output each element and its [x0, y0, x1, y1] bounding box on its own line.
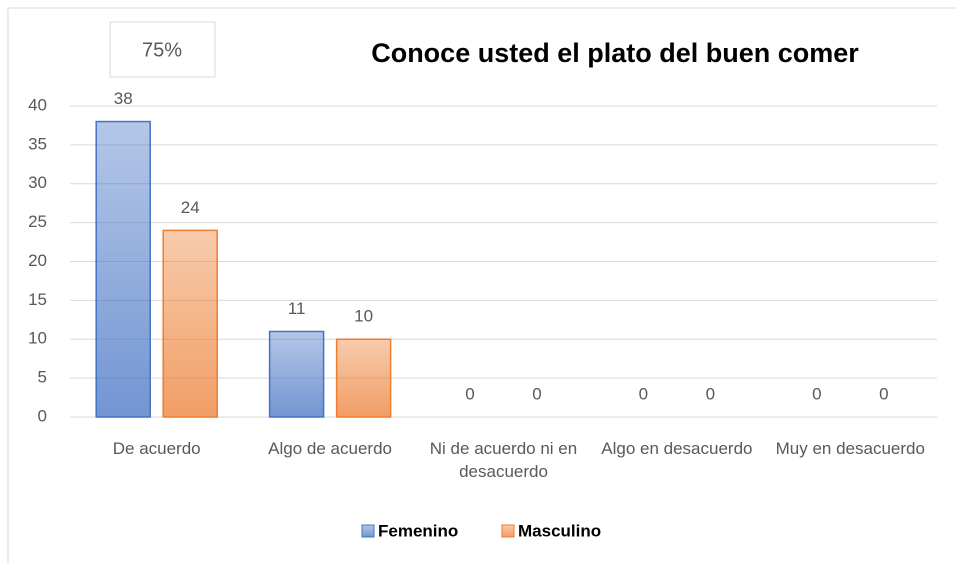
bar: [268, 330, 325, 418]
data-label: 24: [181, 198, 200, 217]
y-tick-label: 15: [28, 290, 47, 309]
annotation-box: [109, 21, 216, 78]
x-tick-label: Algo en desacuerdo: [601, 439, 753, 458]
legend-label: Femenino: [378, 521, 458, 540]
y-tick-label: 10: [28, 329, 47, 348]
y-tick-label: 20: [28, 251, 47, 270]
data-label: 10: [354, 307, 373, 326]
x-tick-label: Ni de acuerdo ni en desacuerdo: [429, 439, 578, 481]
x-tick-label: Muy en desacuerdo: [775, 439, 925, 458]
x-tick-label: De acuerdo: [112, 439, 201, 458]
legend-label: Masculino: [518, 521, 601, 540]
legend-swatch: [361, 524, 375, 538]
data-label: 0: [879, 384, 888, 403]
bar: [95, 120, 151, 418]
x-tick-label: Algo de acuerdo: [268, 439, 392, 458]
data-label: 0: [465, 384, 474, 403]
y-tick-label: 25: [28, 212, 47, 231]
chart-title: Conoce usted el plato del buen comer: [371, 38, 859, 68]
data-label: 0: [639, 384, 648, 403]
data-label: 0: [812, 384, 821, 403]
bar: [335, 338, 392, 418]
annotation: 75%: [142, 39, 182, 61]
y-tick-label: 40: [28, 95, 47, 114]
chart-border: [7, 7, 956, 563]
y-tick-label: 35: [28, 134, 47, 153]
y-tick-label: 0: [38, 406, 47, 425]
data-label: 11: [288, 299, 306, 318]
data-label: 0: [532, 384, 541, 403]
data-label: 0: [706, 384, 715, 403]
legend-swatch: [501, 524, 515, 538]
y-tick-label: 30: [28, 173, 47, 192]
bar: [162, 229, 218, 418]
y-tick-label: 5: [38, 368, 47, 387]
data-label: 38: [114, 89, 133, 108]
